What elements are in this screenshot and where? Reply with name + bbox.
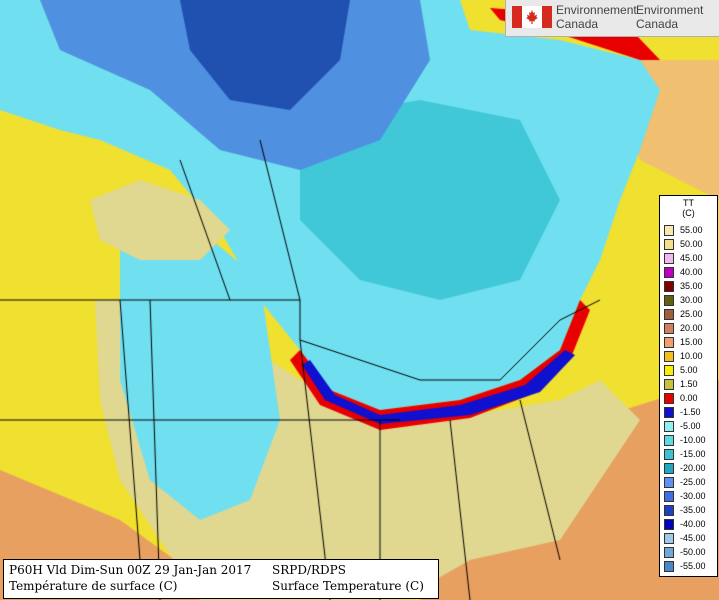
legend-label: 25.00 [680,309,703,319]
logo-text-en-1: Environment [636,3,704,17]
legend-swatch [664,253,674,264]
legend-swatch [664,267,674,278]
legend-label: 50.00 [680,239,703,249]
legend-item: 55.00 [664,224,714,237]
legend-item: 30.00 [664,294,714,307]
legend-swatch [664,295,674,306]
legend-swatch [664,435,674,446]
legend-item: -20.00 [664,462,714,475]
legend-swatch [664,533,674,544]
legend-swatch [664,239,674,250]
legend-item: -10.00 [664,434,714,447]
legend-item: -25.00 [664,476,714,489]
legend-label: -35.00 [680,505,706,515]
legend-item: 20.00 [664,322,714,335]
model-name-text: SRPD/RDPS [272,563,346,577]
legend-swatch [664,505,674,516]
legend-swatch [664,281,674,292]
legend-label: 5.00 [680,365,698,375]
legend-label: -25.00 [680,477,706,487]
legend-swatch [664,309,674,320]
legend-label: -30.00 [680,491,706,501]
legend-swatch [664,379,674,390]
legend-item: 5.00 [664,364,714,377]
legend-title: TT [683,198,694,208]
legend-swatch [664,393,674,404]
logo-text-fr-1: Environnement [556,3,637,17]
legend-label: 15.00 [680,337,703,347]
legend-label: 40.00 [680,267,703,277]
legend-label: -1.50 [680,407,701,417]
legend-label: 35.00 [680,281,703,291]
legend-label: -10.00 [680,435,706,445]
legend-swatch [664,365,674,376]
variable-fr-text: Température de surface (C) [9,579,178,593]
legend-swatch [664,351,674,362]
legend-item: 25.00 [664,308,714,321]
legend-swatch [664,477,674,488]
legend-swatch [664,561,674,572]
legend-swatch [664,547,674,558]
legend-item: -50.00 [664,546,714,559]
legend-label: -55.00 [680,561,706,571]
legend-swatch [664,323,674,334]
legend-label: -45.00 [680,533,706,543]
legend-swatch [664,519,674,530]
legend-swatch [664,225,674,236]
logo-text-en-2: Canada [636,17,679,31]
environment-canada-logo: Environnement Canada Environment Canada [505,0,719,37]
legend-swatch [664,407,674,418]
legend-swatch [664,491,674,502]
legend-label: 0.00 [680,393,698,403]
legend-item: 35.00 [664,280,714,293]
legend-item: -40.00 [664,518,714,531]
legend-swatch [664,449,674,460]
legend-label: 1.50 [680,379,698,389]
legend-item: 1.50 [664,378,714,391]
legend-item: -1.50 [664,406,714,419]
legend-label: -5.00 [680,421,701,431]
legend-swatch [664,463,674,474]
legend-label: 45.00 [680,253,703,263]
logo-text-fr-2: Canada [556,17,599,31]
legend-item: -35.00 [664,504,714,517]
canada-flag-icon [512,6,552,28]
legend-item: 0.00 [664,392,714,405]
legend-unit: (C) [682,208,695,218]
legend-swatch [664,421,674,432]
legend-item: 50.00 [664,238,714,251]
variable-en-text: Surface Temperature (C) [272,579,424,593]
legend-item: 40.00 [664,266,714,279]
legend-item: -15.00 [664,448,714,461]
legend-swatch [664,337,674,348]
legend-label: 20.00 [680,323,703,333]
legend-item: 45.00 [664,252,714,265]
legend-item: -45.00 [664,532,714,545]
legend-item: -5.00 [664,420,714,433]
legend-item: 15.00 [664,336,714,349]
legend-label: -15.00 [680,449,706,459]
color-legend: TT (C) 55.00 50.00 45.00 40.00 35.00 30.00 25.… [659,195,718,577]
valid-time-text: P60H Vld Dim-Sun 00Z 29 Jan-Jan 2017 [9,563,252,577]
legend-label: 10.00 [680,351,703,361]
legend-item: -30.00 [664,490,714,503]
legend-label: -40.00 [680,519,706,529]
legend-label: -20.00 [680,463,706,473]
legend-label: 30.00 [680,295,703,305]
info-box: P60H Vld Dim-Sun 00Z 29 Jan-Jan 2017 Tem… [3,559,439,599]
legend-item: -55.00 [664,560,714,573]
legend-label: 55.00 [680,225,703,235]
legend-item: 10.00 [664,350,714,363]
legend-label: -50.00 [680,547,706,557]
